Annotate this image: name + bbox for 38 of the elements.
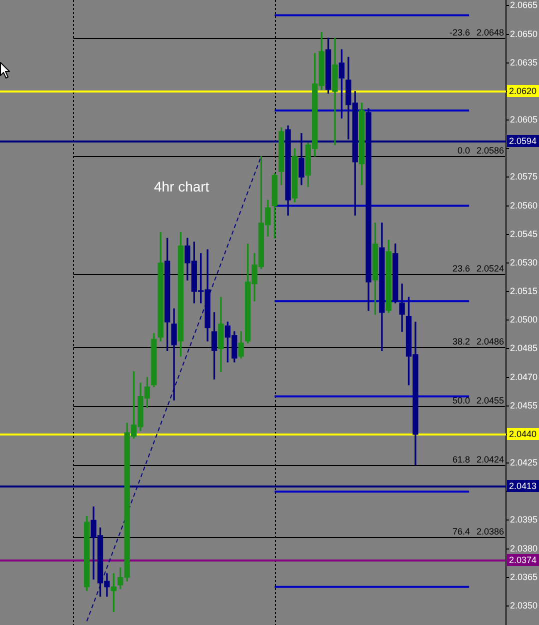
annotation: 61.8 — [452, 454, 470, 464]
y-tick-label: 2.0470 — [510, 372, 538, 382]
y-tick-label: 2.0515 — [510, 286, 538, 296]
y-tick-label: 2.0485 — [510, 343, 538, 354]
ref-line-label: 2.0594 — [509, 136, 537, 146]
annotation: 0.0 — [457, 145, 470, 156]
ref-line-label: 2.0486 — [476, 336, 504, 346]
y-tick-label: 2.0425 — [510, 458, 538, 468]
ref-line-label: 2.0440 — [509, 428, 537, 439]
annotation: 76.4 — [452, 526, 470, 536]
y-tick-label: 2.0455 — [510, 400, 538, 410]
ref-line-label: 2.0386 — [476, 526, 504, 536]
annotation: 50.0 — [452, 395, 470, 406]
y-tick-label: 2.0635 — [510, 57, 538, 68]
annotation: 38.2 — [452, 336, 470, 346]
annotation: 4hr chart — [154, 178, 210, 194]
y-tick-label: 2.0665 — [510, 0, 538, 10]
y-tick-label: 2.0560 — [510, 200, 538, 210]
ref-line-label: 2.0413 — [509, 480, 537, 491]
y-tick-label: 2.0365 — [510, 572, 538, 582]
y-tick-label: 2.0650 — [510, 28, 538, 39]
y-tick-label: 2.0605 — [510, 114, 538, 125]
y-tick-label: 2.0395 — [510, 514, 538, 525]
ref-line-label: 2.0524 — [476, 263, 504, 274]
ref-line-label: 2.0648 — [476, 27, 504, 38]
annotation: 23.6 — [452, 263, 470, 274]
y-tick-label: 2.0380 — [510, 543, 538, 554]
y-tick-label: 2.0350 — [510, 600, 538, 610]
y-tick-label: 2.0530 — [510, 257, 538, 268]
y-tick-label: 2.0545 — [510, 228, 538, 239]
ref-line-label: 2.0620 — [509, 86, 537, 96]
ref-line-label: 2.0374 — [509, 554, 537, 565]
annotation: -23.6 — [449, 27, 470, 38]
y-tick-label: 2.0575 — [510, 172, 538, 182]
ref-line-label: 2.0586 — [476, 145, 504, 156]
y-tick-label: 2.0500 — [510, 314, 538, 325]
ref-line-label: 2.0424 — [476, 454, 504, 464]
ref-line-label: 2.0455 — [476, 395, 504, 406]
